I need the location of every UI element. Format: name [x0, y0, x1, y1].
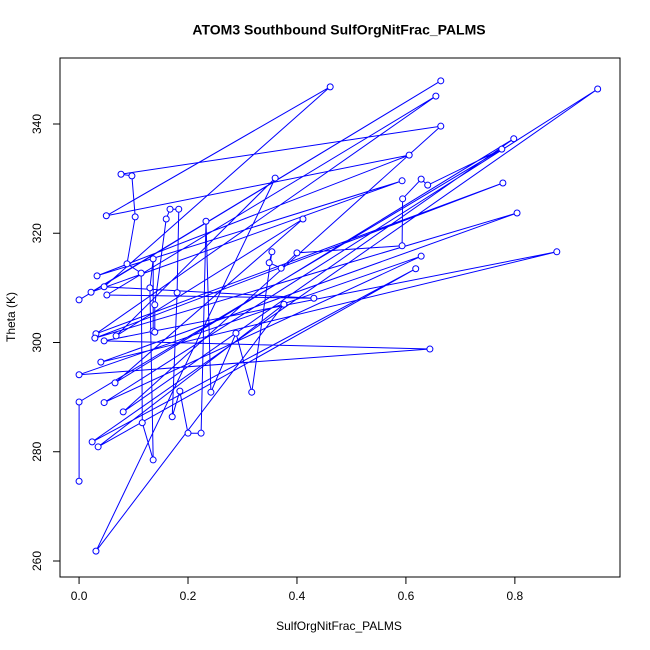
data-point — [166, 205, 174, 213]
x-axis-label: SulfOrgNitFrac_PALMS — [276, 619, 402, 633]
data-point — [75, 296, 83, 304]
data-point — [293, 249, 301, 257]
data-point — [88, 438, 96, 446]
data-point — [138, 419, 146, 427]
data-point — [405, 151, 413, 159]
data-point — [162, 215, 170, 223]
data-point — [92, 547, 100, 555]
data-point — [437, 122, 445, 130]
y-tick-label: 260 — [30, 551, 44, 571]
data-point — [149, 255, 157, 263]
y-tick-label: 320 — [30, 223, 44, 243]
data-point — [265, 259, 273, 267]
data-point — [176, 387, 184, 395]
data-point — [553, 248, 561, 256]
data-point — [412, 265, 420, 273]
data-point — [499, 179, 507, 187]
data-point — [594, 85, 602, 93]
data-point — [271, 174, 279, 182]
data-point — [197, 429, 205, 437]
data-point — [91, 334, 99, 342]
data-point — [128, 172, 136, 180]
data-point — [310, 294, 318, 302]
x-tick-label: 0.2 — [180, 589, 197, 603]
plot-frame — [59, 57, 621, 578]
y-tick-label: 280 — [30, 441, 44, 461]
data-point — [119, 408, 127, 416]
data-point — [398, 177, 406, 185]
data-point — [103, 291, 111, 299]
data-point — [117, 170, 125, 178]
data-point — [432, 92, 440, 100]
data-point — [513, 209, 521, 217]
data-point — [277, 264, 285, 272]
data-line — [78, 80, 598, 552]
data-point — [207, 388, 215, 396]
data-point — [149, 456, 157, 464]
data-point — [112, 332, 120, 340]
data-point — [398, 242, 406, 250]
data-point — [75, 477, 83, 485]
data-point — [268, 248, 276, 256]
data-point — [87, 288, 95, 296]
data-point — [175, 205, 183, 213]
x-tick-label: 0.6 — [398, 589, 415, 603]
data-point — [102, 212, 110, 220]
data-point — [426, 345, 434, 353]
data-point — [151, 301, 159, 309]
data-point — [100, 283, 108, 291]
data-point — [424, 181, 432, 189]
x-tick-label: 0.4 — [289, 589, 306, 603]
data-point — [168, 413, 176, 421]
data-point — [100, 337, 108, 345]
data-point — [151, 328, 159, 336]
x-tick-label: 0.8 — [507, 589, 524, 603]
data-point — [131, 213, 139, 221]
data-point — [93, 272, 101, 280]
data-point — [146, 284, 154, 292]
data-point — [75, 398, 83, 406]
data-point — [510, 135, 518, 143]
data-point — [232, 329, 240, 337]
data-point — [202, 217, 210, 225]
data-point — [184, 429, 192, 437]
data-point — [417, 252, 425, 260]
data-point — [173, 289, 181, 297]
data-point — [94, 443, 102, 451]
data-point — [111, 379, 119, 387]
data-point — [137, 269, 145, 277]
y-axis-label: Theta (K) — [4, 292, 18, 342]
data-point — [100, 399, 108, 407]
data-point — [326, 83, 334, 91]
y-tick-label: 340 — [30, 114, 44, 134]
data-point — [417, 175, 425, 183]
data-point — [75, 371, 83, 379]
data-point — [399, 195, 407, 203]
data-point — [437, 77, 445, 85]
data-point — [248, 388, 256, 396]
data-point — [123, 260, 131, 268]
data-point — [299, 215, 307, 223]
x-tick-label: 0.0 — [71, 589, 88, 603]
data-point — [280, 300, 288, 308]
data-point — [97, 358, 105, 366]
data-point — [498, 145, 506, 153]
y-tick-label: 300 — [30, 332, 44, 352]
chart-title: ATOM3 Southbound SulfOrgNitFrac_PALMS — [192, 22, 485, 38]
